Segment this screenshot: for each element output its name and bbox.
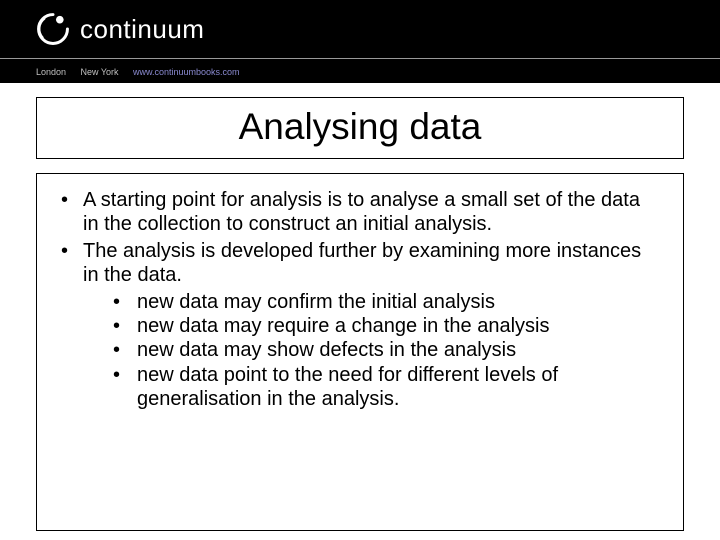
slide-title: Analysing data — [37, 106, 683, 148]
slide-body-box: A starting point for analysis is to anal… — [36, 173, 684, 531]
brand-name: continuum — [80, 14, 204, 45]
bullet-list: A starting point for analysis is to anal… — [59, 188, 661, 412]
list-item: new data may require a change in the ana… — [59, 314, 661, 338]
subheader-city-1: London — [36, 67, 66, 77]
logo: continuum — [36, 12, 204, 46]
subheader-city-2: New York — [81, 67, 119, 77]
list-item: The analysis is developed further by exa… — [59, 239, 661, 288]
list-item: new data may confirm the initial analysi… — [59, 290, 661, 314]
list-item: new data point to the need for different… — [59, 363, 661, 412]
continuum-logo-icon — [36, 12, 70, 46]
brand-header: continuum — [0, 0, 720, 58]
list-item: A starting point for analysis is to anal… — [59, 188, 661, 237]
slide-title-box: Analysing data — [36, 97, 684, 159]
list-item: new data may show defects in the analysi… — [59, 338, 661, 362]
subheader-url: www.continuumbooks.com — [133, 67, 240, 77]
brand-subheader: London New York www.continuumbooks.com — [0, 58, 720, 83]
